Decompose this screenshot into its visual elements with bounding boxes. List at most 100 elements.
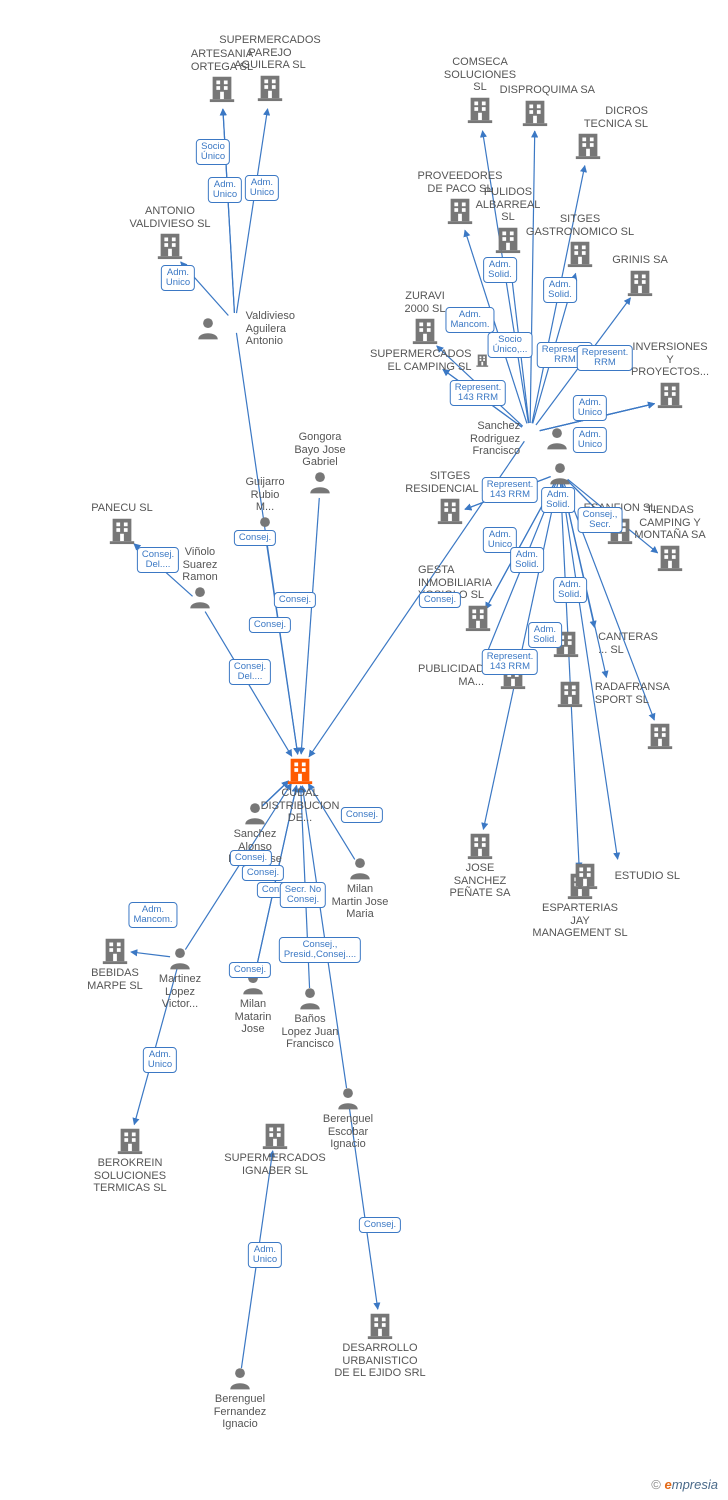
company-node-antoniov: ANTONIOVALDIVIESO SL xyxy=(110,205,230,262)
node-label: GuijarroRubioM... xyxy=(205,476,325,514)
node-label: DICROSTECNICA SL xyxy=(528,105,648,130)
edge-line xyxy=(437,346,523,426)
edge-line xyxy=(223,109,235,313)
edge-line xyxy=(484,482,556,660)
edge-line xyxy=(181,262,229,316)
edge-line xyxy=(134,544,193,597)
edge-line xyxy=(262,781,288,806)
edge-line xyxy=(262,781,288,806)
edge-line xyxy=(567,480,609,522)
edge-label: Adm.Unico xyxy=(143,1047,177,1073)
company-node-desarrollo: DESARROLLOURBANISTICODE EL EJIDO SRL xyxy=(320,1310,440,1380)
company-node-extra1 xyxy=(600,720,720,752)
company-node-supermig: SUPERMERCADOSIGNABER SL xyxy=(215,1120,335,1177)
company-node-josesanchez: JOSESANCHEZPEÑATE SA xyxy=(420,830,540,900)
edge-label: Consej. xyxy=(249,617,291,633)
edge-label: Consej. xyxy=(359,1217,401,1233)
person-node-sanchezrp xyxy=(500,460,620,488)
edge-label: Consej. xyxy=(234,530,276,546)
person-node-banos: BañosLopez JuanFrancisco xyxy=(250,985,370,1051)
company-node-grinis: GRINIS SA xyxy=(580,254,700,299)
edge-line xyxy=(241,1151,272,1368)
node-label: BEBIDASMARPE SL xyxy=(55,967,175,992)
company-node-estudio: ESTUDIO SL xyxy=(560,860,680,892)
node-label: COMSECASOLUCIONESSL xyxy=(420,56,540,94)
edge-label: Represent.143 RRM xyxy=(450,380,506,406)
edge-label: Consej.,Secr. xyxy=(578,507,623,533)
edge-label: SocioÚnico,... xyxy=(488,332,533,358)
person-node-berenguelf: BerenguelFernandezIgnacio xyxy=(180,1365,300,1431)
edge-line xyxy=(540,404,655,431)
person-node-milanmat: MilanMatarinJose xyxy=(193,970,313,1036)
edge-label: Adm.Solid. xyxy=(483,257,517,283)
edge-label: Consej.,Presid.,Consej.... xyxy=(279,937,361,963)
edge-line xyxy=(532,166,585,424)
company-node-esanfion: ESANFION SL xyxy=(560,502,680,547)
edge-label: Adm.Unico xyxy=(483,527,517,553)
company-node-cudal: CUDALDISTRIBUCIONDE... xyxy=(240,755,360,825)
company-node-radafransa: RADAFRANSASPORT SL xyxy=(550,678,670,710)
copyright-rest: mpresia xyxy=(672,1477,718,1492)
edge-line xyxy=(562,483,606,678)
person-node-valdivieso: ValdiviesoAguileraAntonio xyxy=(175,310,295,348)
edge-line xyxy=(236,333,297,754)
edge-line xyxy=(564,482,655,720)
node-label: ARTESANIAORTEGA SL xyxy=(162,48,282,73)
edge-line xyxy=(567,480,609,522)
edge-label: Adm.Unico xyxy=(573,427,607,453)
node-label: BañosLopez JuanFrancisco xyxy=(250,1013,370,1051)
person-node-milanmj: MilanMartin JoseMaria xyxy=(300,855,420,921)
edge-label: Consej. xyxy=(229,962,271,978)
edges-layer xyxy=(0,0,728,1500)
edge-line xyxy=(540,404,655,431)
edge-line xyxy=(533,273,576,423)
node-label: INVERSIONESYPROYECTOS... xyxy=(610,341,728,379)
edge-label: Consej. xyxy=(274,592,316,608)
node-label: ZURAVI2000 SL xyxy=(365,290,485,315)
company-node-bebidas: BEBIDASMARPE SL xyxy=(55,935,175,992)
company-node-zuravi: ZURAVI2000 SL xyxy=(365,290,485,347)
node-label: PROVEEDORESDE PACO SL xyxy=(400,170,520,195)
edge-label: Secr. NoConsej. xyxy=(280,882,326,908)
edge-line xyxy=(560,483,579,869)
company-node-supercamp: SUPERMERCADOSEL CAMPING SL xyxy=(370,345,490,377)
company-node-proveedores: PROVEEDORESDE PACO SL xyxy=(400,170,520,227)
company-node-panecu: PANECU SL xyxy=(62,502,182,547)
node-label: SanchezAlonsoMaria Jose xyxy=(195,828,315,866)
edge-line xyxy=(510,261,529,423)
node-label: TIENDASCAMPING YMONTAÑA SA xyxy=(610,504,728,542)
copyright-e: e xyxy=(665,1477,672,1492)
edge-label: Adm.Solid. xyxy=(541,487,575,513)
person-node-martinezl: MartinezLopezVictor... xyxy=(120,945,240,1011)
node-label: SITGESGASTRONOMICO SL xyxy=(520,213,640,238)
company-node-canteras: CANTERAS... SL xyxy=(538,628,658,660)
edge-line xyxy=(266,543,297,754)
edge-line xyxy=(443,369,522,427)
company-node-pulidos: PULIDOSALBARREALSL xyxy=(448,186,568,256)
node-label: ViñoloSuarezRamon xyxy=(140,546,260,584)
edge-line xyxy=(540,404,655,431)
node-label: ESPARTERIASJAYMANAGEMENT SL xyxy=(520,902,640,940)
node-label: MilanMartin JoseMaria xyxy=(300,883,420,921)
edge-line xyxy=(262,781,288,806)
edge-line xyxy=(301,786,310,988)
company-node-esparterias: ESPARTERIASJAYMANAGEMENT SL xyxy=(520,870,640,940)
edge-line xyxy=(302,786,346,1088)
edge-line xyxy=(486,482,556,609)
edge-line xyxy=(301,498,319,754)
node-label: ANTONIOVALDIVIESO SL xyxy=(110,205,230,230)
node-label: CUDALDISTRIBUCIONDE... xyxy=(240,787,360,825)
edge-label: Adm.Unico xyxy=(248,1242,282,1268)
edge-line xyxy=(486,482,556,609)
copyright-symbol: © xyxy=(651,1477,661,1492)
node-label: PANECU SL xyxy=(62,502,182,515)
edge-label: Consej.Del.... xyxy=(229,659,271,685)
edge-line xyxy=(465,477,551,510)
edge-line xyxy=(482,131,528,423)
edge-label: Adm.Solid. xyxy=(528,622,562,648)
node-label: DISPROQUIMA SA xyxy=(475,84,595,97)
company-node-inversiones: INVERSIONESYPROYECTOS... xyxy=(610,341,728,411)
edge-line xyxy=(561,483,617,859)
edge-label: Adm.Solid. xyxy=(553,577,587,603)
company-node-gesta: GESTAINMOBILIARIAYOSIGLO SL xyxy=(418,564,538,634)
